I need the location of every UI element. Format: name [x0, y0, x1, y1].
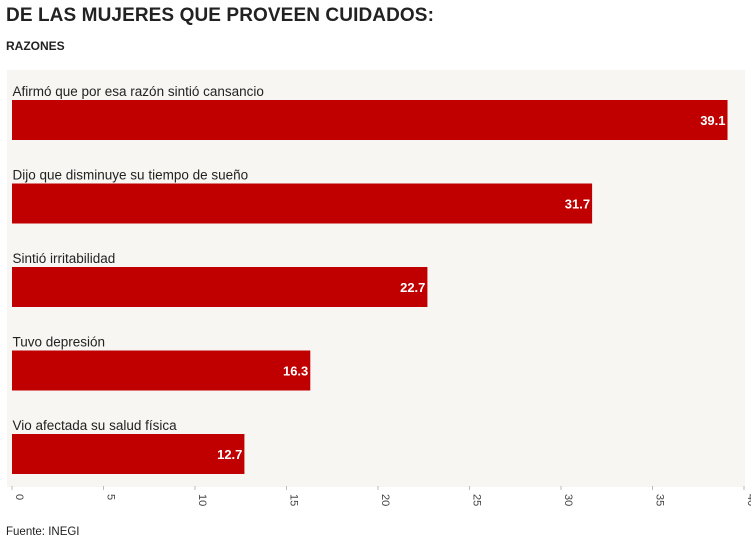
bar [12, 183, 593, 224]
chart-subtitle: RAZONES [6, 39, 65, 53]
x-tick-label: 30 [562, 494, 574, 506]
value-label: 12.7 [217, 447, 242, 462]
value-label: 16.3 [283, 364, 308, 379]
x-tick-label: 25 [471, 494, 483, 506]
value-label: 22.7 [400, 280, 425, 295]
x-tick-label: 20 [379, 494, 391, 506]
category-label: Tuvo depresión [13, 335, 106, 350]
bar [12, 350, 311, 391]
bar [12, 100, 728, 140]
x-tick-label: 10 [196, 494, 208, 506]
x-tick-label: 0 [13, 494, 25, 500]
category-label: Vio afectada su salud física [13, 418, 178, 433]
x-tick-label: 40 [745, 494, 751, 506]
chart-title: DE LAS MUJERES QUE PROVEEN CUIDADOS: [6, 5, 434, 26]
bar [12, 434, 245, 474]
category-label: Dijo que disminuye su tiempo de sueño [13, 168, 249, 183]
x-tick-label: 15 [288, 494, 300, 506]
x-tick-label: 35 [654, 494, 666, 506]
bar [12, 267, 428, 307]
value-label: 39.1 [700, 113, 725, 128]
chart-marks: Afirmó que por esa razón sintió cansanci… [12, 84, 728, 474]
source-note: Fuente: INEGI [6, 526, 80, 538]
value-label: 31.7 [565, 197, 590, 212]
category-label: Sintió irritabilidad [13, 251, 116, 266]
category-label: Afirmó que por esa razón sintió cansanci… [13, 84, 264, 99]
x-axis: 0 5 10 15 20 25 30 35 40 [11, 486, 751, 506]
x-tick-label: 5 [105, 494, 117, 500]
